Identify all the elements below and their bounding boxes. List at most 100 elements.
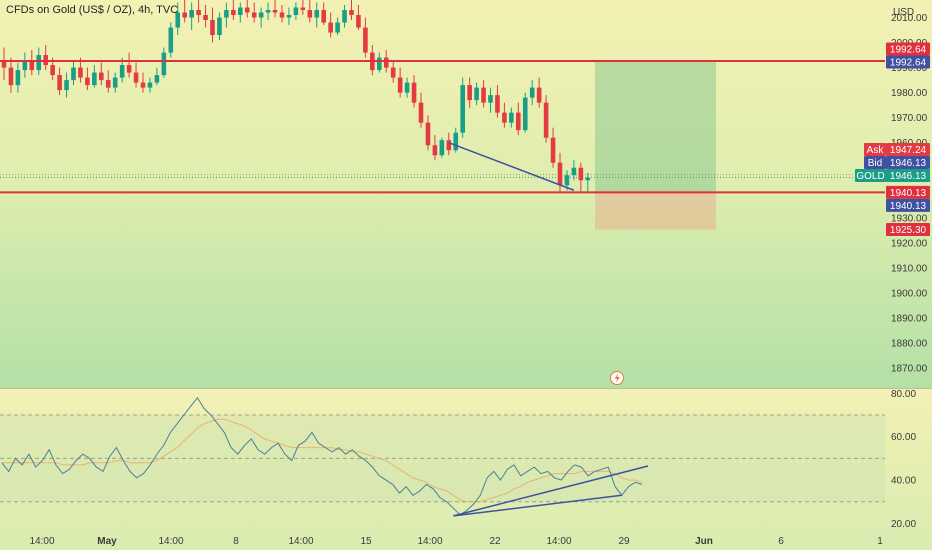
stop-tag-bg xyxy=(886,223,930,237)
candle-body xyxy=(29,60,35,71)
rsi-axis[interactable]: 20.00 40.00 60.00 80.00 xyxy=(891,389,916,530)
candle-body xyxy=(495,95,500,113)
candle-body xyxy=(383,57,389,68)
candle-body xyxy=(85,77,90,86)
candle xyxy=(244,0,250,18)
ask-label-text: Ask xyxy=(867,145,885,156)
bid-label: Bid xyxy=(864,156,886,169)
level-tag-bg xyxy=(886,55,930,69)
horizontal-levels[interactable] xyxy=(0,59,885,194)
candle-body xyxy=(335,22,340,33)
price-tick-label: 1930.00 xyxy=(891,213,928,224)
candle xyxy=(279,5,285,23)
price-trendline[interactable] xyxy=(448,141,575,191)
candle xyxy=(133,62,139,88)
candle xyxy=(231,0,236,21)
level-tag-bg xyxy=(886,42,930,56)
candle-body xyxy=(543,102,549,138)
profit-zone xyxy=(595,60,716,193)
candle xyxy=(397,67,403,98)
long-position-tool[interactable] xyxy=(0,60,885,230)
rsi-pane-fill xyxy=(0,389,932,550)
candle-body xyxy=(377,57,382,71)
candle-body xyxy=(265,10,271,13)
time-tick-label: 6 xyxy=(778,536,784,547)
candle-body xyxy=(189,10,194,18)
candle xyxy=(92,65,97,88)
candle-body xyxy=(140,82,146,88)
price-pane-fill xyxy=(0,0,932,388)
candle xyxy=(300,0,306,16)
candle-body xyxy=(1,60,7,68)
candle xyxy=(481,80,486,108)
candle-body xyxy=(300,7,306,11)
price-tick-label: 1870.00 xyxy=(891,363,928,374)
candle xyxy=(293,2,299,21)
candle xyxy=(411,75,417,108)
candle-body xyxy=(536,87,542,103)
candle-body xyxy=(293,7,299,16)
ask-price-text: 1947.24 xyxy=(890,145,927,156)
candle xyxy=(363,17,368,58)
support-trendline xyxy=(448,141,575,191)
time-axis[interactable]: 14:00 May 14:00 8 14:00 15 14:00 22 14:00 29 Jun 6 1 xyxy=(29,536,883,547)
candle xyxy=(147,77,153,93)
candle-body xyxy=(481,87,486,103)
candle-body xyxy=(272,10,278,13)
candle xyxy=(203,5,208,28)
bid-label-text: Bid xyxy=(868,158,882,169)
candle xyxy=(516,102,521,136)
candle xyxy=(349,0,354,21)
candle xyxy=(536,77,542,108)
chart-title: CFDs on Gold (US$ / OZ), 4h, TVC xyxy=(6,4,179,16)
last-price-text: 1946.13 xyxy=(890,171,927,182)
candle xyxy=(307,0,313,23)
candle-body xyxy=(36,55,42,71)
rsi-line xyxy=(1,396,643,516)
level-tag: 1992.64 xyxy=(886,42,930,56)
candle-body xyxy=(112,77,118,88)
candle-body xyxy=(314,10,320,18)
rsi-tick-label: 80.00 xyxy=(891,389,916,400)
time-tick-label: 8 xyxy=(233,536,239,547)
candle xyxy=(85,67,90,91)
candle xyxy=(71,60,76,86)
level-tag-text: 1940.13 xyxy=(890,188,927,199)
candle xyxy=(550,127,556,168)
candle xyxy=(467,77,472,108)
candle xyxy=(161,47,167,78)
candle-body xyxy=(22,60,28,71)
time-tick-label: 14:00 xyxy=(288,536,313,547)
candle-body xyxy=(397,77,403,93)
rsi-divergence-line xyxy=(453,494,622,517)
candle xyxy=(238,2,243,23)
candle-body xyxy=(15,70,21,86)
flash-icon[interactable] xyxy=(610,371,624,385)
candle-body xyxy=(210,20,215,36)
candle xyxy=(196,0,201,23)
candle-body xyxy=(502,112,507,123)
level-tag: 1992.64 xyxy=(886,55,930,68)
price-pane-background xyxy=(0,0,932,388)
candle xyxy=(265,2,271,21)
candle-body xyxy=(92,72,97,86)
symbol-label-bg xyxy=(855,169,886,182)
candle-body xyxy=(453,132,459,151)
level-tag-text: 1940.13 xyxy=(890,201,927,212)
candle xyxy=(522,92,528,133)
rsi-series xyxy=(0,396,885,517)
ask-label-bg xyxy=(864,143,886,156)
candle-body xyxy=(217,17,222,36)
candle-body xyxy=(147,82,153,88)
bid-price-text: 1946.13 xyxy=(890,158,927,169)
rsi-tick-label: 60.00 xyxy=(891,432,916,443)
time-tick-label: 14:00 xyxy=(29,536,54,547)
flash-icon-bolt xyxy=(614,373,620,383)
candle xyxy=(314,2,320,28)
candle-body xyxy=(78,67,83,78)
price-tick-label: 1920.00 xyxy=(891,238,928,249)
candle-body xyxy=(50,65,55,76)
candle xyxy=(439,137,445,158)
